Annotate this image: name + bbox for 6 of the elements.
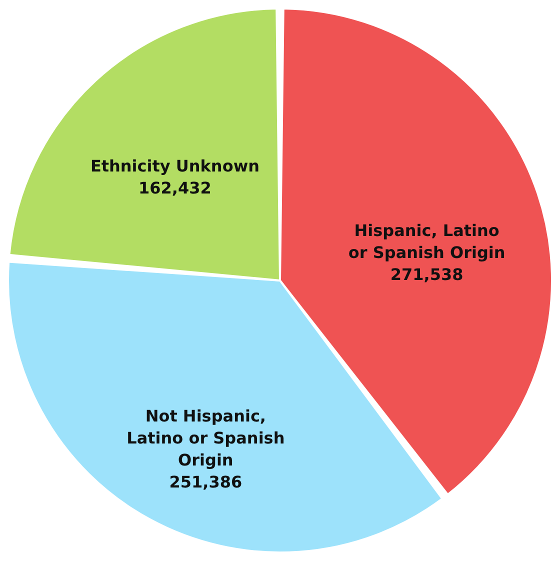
data-label: 251,386 xyxy=(169,472,242,492)
data-label: 162,432 xyxy=(138,178,212,198)
slice-label: Ethnicity Unknown xyxy=(90,156,260,176)
slice-label: Hispanic, Latino or Spanish Origin xyxy=(348,220,506,262)
slice-label: Not Hispanic, Latino or Spanish Origin xyxy=(126,406,285,470)
data-label: 271,538 xyxy=(390,264,464,284)
